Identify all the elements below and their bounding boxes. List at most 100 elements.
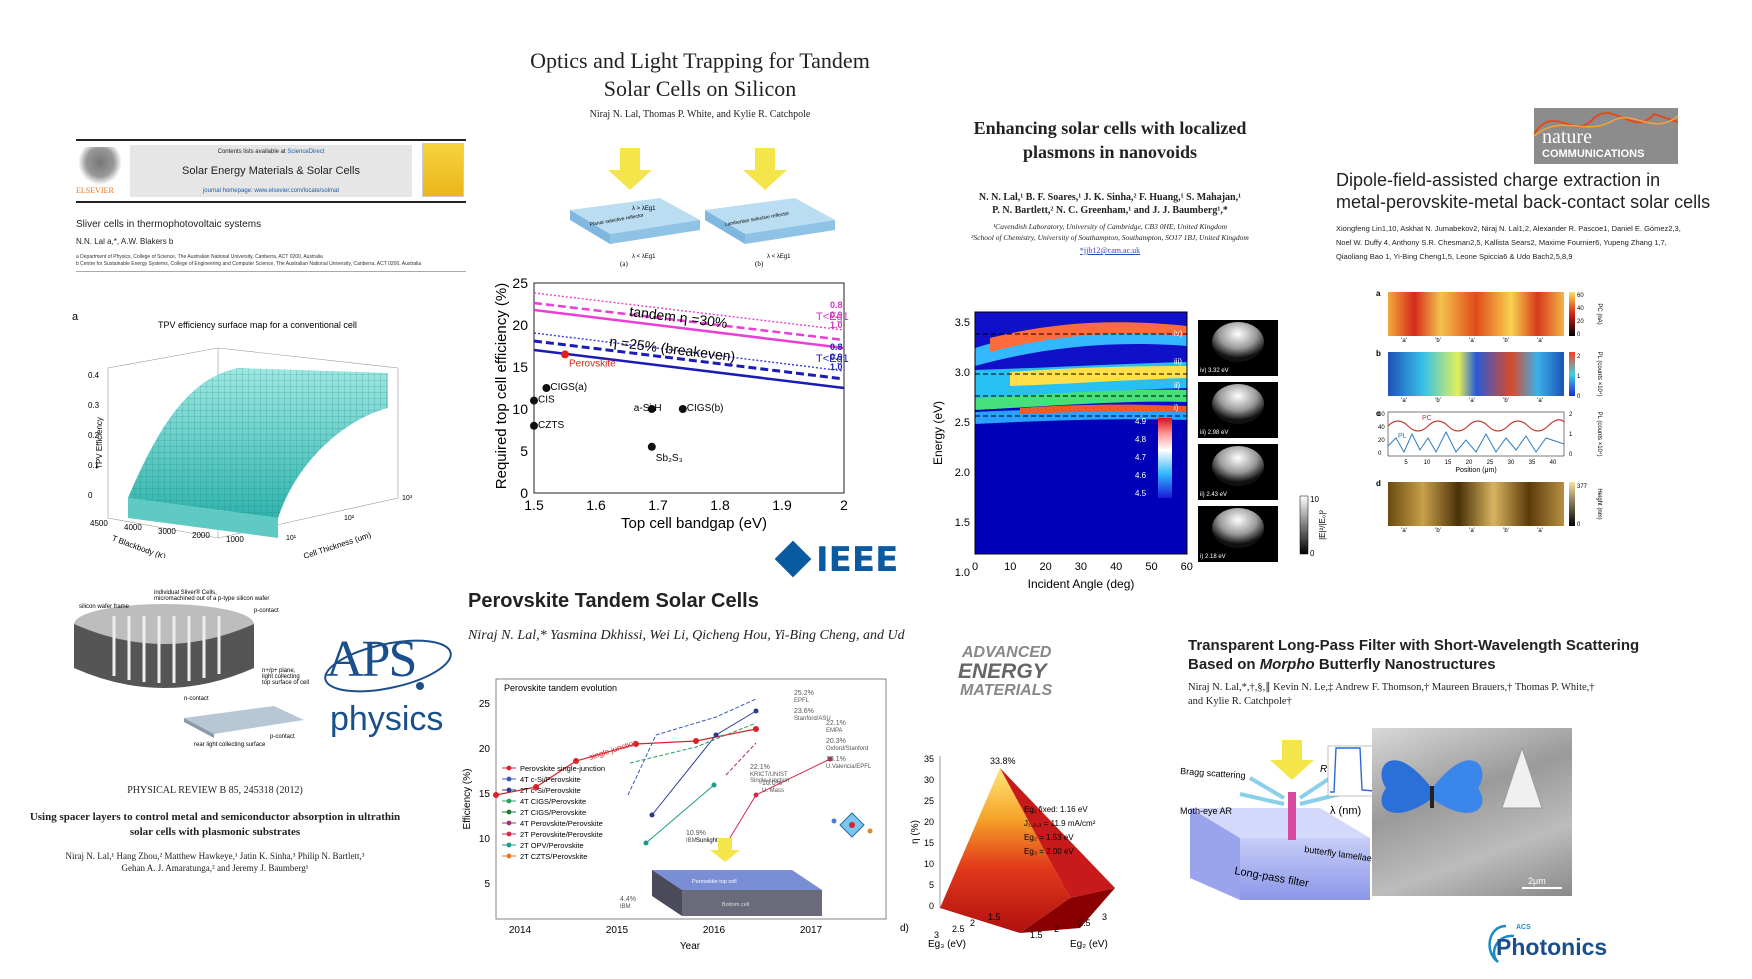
sf-ztick: 5 [929,880,934,890]
nf-a-cbar: 0 [1577,332,1581,338]
sciencedirect-link[interactable]: ScienceDirect [287,149,325,155]
ev-annotation: 22.1% [750,764,770,771]
ev-annotation: 16.0% [762,780,782,787]
nature-authors-3: Qiaoliang Bao 1, Yi-Bing Cheng1,5, Leone… [1336,252,1573,261]
filter-authors-2: and Kylie R. Catchpole† [1188,696,1292,707]
ev-point [827,756,833,762]
contents-label: Contents lists available at [217,149,286,155]
elsevier-wordmark: ELSEVIER [76,186,114,195]
tpv-ylabel: Cell Thickness (um) [302,530,372,558]
tpv-surface-chart: a TPV efficiency surface map for a conve… [72,311,413,558]
hm-xtick: 30 [1075,561,1087,573]
ev-legend-marker [506,765,512,771]
height-map [1388,482,1564,526]
svg-text:p-contact: p-contact [254,608,279,614]
ev-annotation-source: IBM [620,904,631,910]
hm-mode-label: i) [1174,403,1179,412]
perov-title: Perovskite Tandem Solar Cells [468,590,759,612]
nf-region-mark: 'a' [1469,528,1475,534]
ev-legend-marker [506,809,512,815]
pl-trace [1387,430,1565,454]
ev-point [713,732,719,738]
acs-photonics-wordmark: Photonics [1496,934,1608,960]
top-cell-ylabel: Required top cell efficiency (%) [494,283,510,489]
nf-region-mark: 'a' [1469,398,1475,404]
hm-ytick: 2.0 [955,467,970,479]
tc-point-label: CIS [538,395,555,406]
longpass-filter-diagram: Bragg scattering Moth-eye AR butterfly l… [1180,740,1372,900]
prb-title-2: solar cells with plasmonic substrates [129,826,301,838]
nf-region-mark: 'a' [1537,398,1543,404]
lambertian-reflector: Lambertian selective reflector λ < λEg1 … [705,148,835,268]
nature-authors-2: Noel W. Duffy 4, Anthony S.R. Chesman2,5… [1336,238,1667,247]
tpv-ztick: 0.4 [88,371,100,380]
tpv-ytick: 10³ [402,495,413,502]
tpv-panel-label: a [72,311,79,323]
tpv-xtick: 3000 [158,527,176,536]
nf-c-xtick: 40 [1550,460,1557,466]
top-cell-curves [533,292,845,390]
svg-text:Eg₂ = 1.53 eV: Eg₂ = 1.53 eV [1024,833,1074,842]
nf-c-xtick: 30 [1508,460,1515,466]
ev-annotation-source: EMPA [826,728,843,734]
nf-a-cbar: 20 [1577,319,1584,325]
plasmon-aff2: ²School of Chemistry, University of Sout… [971,233,1249,242]
plasmon-email[interactable]: *jjb12@cam.ac.uk [1079,246,1141,255]
ieee-wordmark: IEEE [816,540,899,580]
svg-text:λ (nm): λ (nm) [1330,805,1361,817]
nf-c-right: 1 [1569,432,1573,438]
svg-text:PC: PC [1422,415,1432,422]
tc-xtick: 1.7 [648,497,668,513]
tc-point [647,442,656,451]
sf-ztick: 35 [924,754,934,764]
hm-mode-label: ii) [1174,381,1181,390]
tpv-ztick: 0.3 [88,401,100,410]
ev-annotation-source: Stanford/ASU [794,716,831,722]
ev-xtick: 2014 [509,925,532,936]
selective-reflector-figure: Planar selective reflector λ > λEg1 λ < … [570,148,835,268]
aps-orbit-icon [324,639,452,693]
heatmap-colorbar [1158,418,1172,498]
svg-text:R: R [1320,764,1327,775]
nf-region-mark: 'a' [1537,338,1543,344]
aps-physics-word: physics [330,700,444,738]
nf-c-left: 60 [1378,412,1385,418]
ev-point [649,812,655,818]
elsevier-article-title: Sliver cells in thermophotovoltaic syste… [76,219,262,230]
ev-legend-label: 2T CIGS/Perovskite [520,808,586,817]
top-cell-xlabel: Top cell bandgap (eV) [621,515,767,532]
nature-wordmark: nature [1542,126,1592,148]
breakeven-label: η =25% (breakeven) [609,333,736,364]
tc-point [561,350,569,359]
evolution-title: Perovskite tandem evolution [504,683,617,693]
sf-xtick: 1.5 [988,912,1001,922]
hm-cbar-tick: 4.7 [1135,453,1147,462]
sf-ytick: 2.5 [1078,918,1091,928]
ev-point [753,792,759,798]
tc-point [530,396,538,405]
tc-ratio: 1.0 [830,362,843,372]
acs-photonics-logo: ACS Photonics [1484,922,1608,968]
pc-map [1388,292,1564,336]
nf-b-label: PL (counts ×10⁴) [1596,352,1603,397]
journal-homepage[interactable]: journal homepage: www.elsevier.com/locat… [202,188,340,194]
ev-point [493,792,499,798]
tc-point-label: CZTS [538,420,564,431]
nf-c-right-label: PL (counts ×10⁴) [1596,412,1603,457]
sf-xtick: 2.5 [952,924,965,934]
ev-annotation: 4.4% [620,896,636,903]
field-cbar-tick: 0 [1310,549,1315,558]
nf-c-xtick: 35 [1529,460,1536,466]
ev-point [633,741,639,747]
nf-c-right: 0 [1569,452,1573,458]
nanovoid-inset-label: i) 2.18 eV [1200,554,1226,560]
sf-ytick: 1.5 [1030,930,1043,940]
ev-ytick: 15 [479,789,491,800]
morpho-butterfly-image: 2μm [1372,728,1572,896]
nf-c-xtick: 20 [1466,460,1473,466]
ieee-logo: IEEE [774,538,899,582]
field-colorbar-label: |E|²/|E₀|² [1318,510,1327,540]
svg-text:J₁,₂,₃ = 11.9 mA/cm²: J₁,₂,₃ = 11.9 mA/cm² [1024,819,1096,828]
tc-ratio: 0.9 [830,352,843,362]
ev-legend-label: Perovskite single-junction [520,764,605,773]
